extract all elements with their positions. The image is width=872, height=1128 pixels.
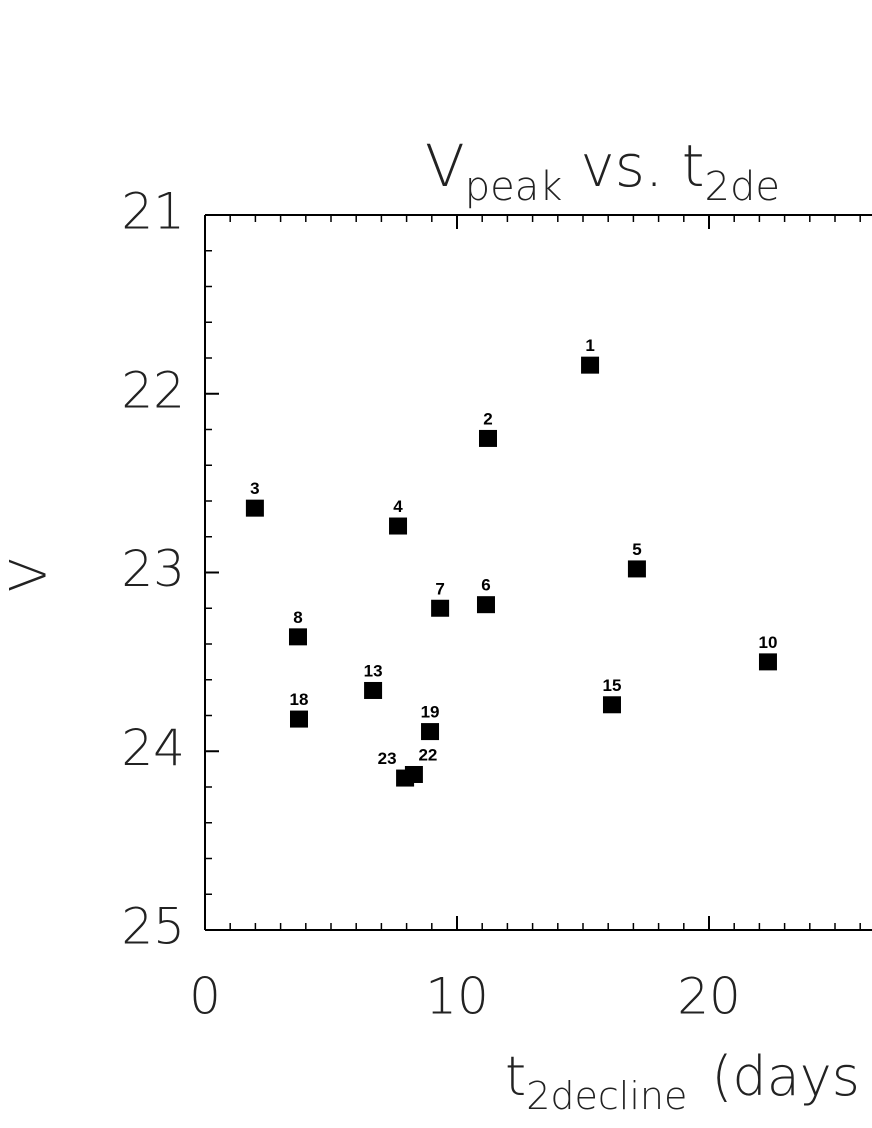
title-rest-sub: 2de <box>705 164 780 210</box>
point-label: 3 <box>250 479 259 498</box>
marker <box>758 653 777 671</box>
y-tick-label: 22 <box>121 361 185 419</box>
marker <box>627 560 646 578</box>
point-label: 19 <box>421 703 440 722</box>
title-main: V <box>425 132 465 200</box>
point-label: 7 <box>435 579 444 598</box>
marker <box>288 628 307 646</box>
marker <box>396 769 415 787</box>
point-label: 2 <box>483 409 492 428</box>
marker <box>389 517 408 535</box>
point-label: 4 <box>393 497 403 516</box>
marker <box>431 599 450 617</box>
marker <box>364 681 383 699</box>
x-tick-label: 20 <box>677 968 741 1026</box>
point-label: 13 <box>364 661 383 680</box>
x-tick-label: 0 <box>189 968 221 1026</box>
y-tick-label: 24 <box>121 719 185 777</box>
x-axis-label: t2decline (days <box>505 1045 860 1118</box>
x-label-sub: 2decline <box>526 1074 687 1118</box>
point-label: 8 <box>293 608 302 627</box>
title-sub: peak <box>465 164 563 210</box>
marker <box>602 696 621 714</box>
x-label-rest: (days <box>711 1045 860 1108</box>
marker <box>478 429 497 447</box>
marker <box>581 356 600 374</box>
point-label: 6 <box>481 576 490 595</box>
marker <box>289 710 308 728</box>
x-label-main: t <box>505 1045 526 1108</box>
y-axis-label: V <box>0 558 58 592</box>
title-rest: vs. t <box>580 132 704 200</box>
x-tick-label: 10 <box>425 968 489 1026</box>
marker <box>245 499 264 517</box>
chart-title: Vpeak vs. t2de <box>425 132 780 210</box>
point-label: 22 <box>418 745 437 764</box>
marker <box>476 596 495 614</box>
y-tick-label: 23 <box>121 540 185 598</box>
point-label: 23 <box>378 749 397 768</box>
point-label: 1 <box>585 336 594 355</box>
y-tick-label: 25 <box>121 898 185 956</box>
marker <box>421 723 440 741</box>
point-label: 5 <box>632 540 641 559</box>
point-label: 18 <box>290 690 309 709</box>
point-label: 10 <box>759 633 778 652</box>
point-label: 15 <box>603 676 622 695</box>
y-tick-label: 21 <box>121 183 185 241</box>
